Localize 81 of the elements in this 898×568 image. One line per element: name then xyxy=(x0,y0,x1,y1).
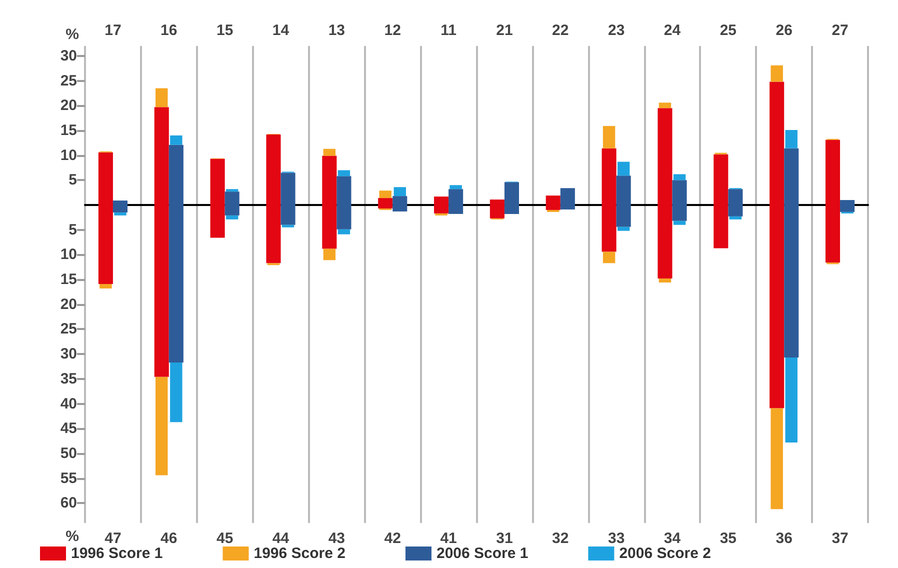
x-tick-label: 45 xyxy=(216,530,234,547)
bar xyxy=(785,358,798,443)
bar xyxy=(338,229,350,234)
y-tick-label: 15 xyxy=(60,271,77,288)
bar xyxy=(114,212,126,216)
bar xyxy=(658,278,672,283)
bar xyxy=(770,65,783,82)
x-tick-label: 35 xyxy=(720,530,737,547)
x-tick-label: 46 xyxy=(160,530,178,547)
y-tick-label: 10 xyxy=(60,246,77,264)
bar xyxy=(673,174,686,180)
y-tick-label: 30 xyxy=(60,47,77,64)
y-axis-title: % xyxy=(66,26,79,43)
bar xyxy=(673,220,686,225)
x-tick-label: 43 xyxy=(328,530,346,547)
x-tick-label: 11 xyxy=(440,22,456,39)
bar xyxy=(617,162,630,176)
bar xyxy=(170,362,182,422)
y-tick-label: 5 xyxy=(68,221,77,238)
bar xyxy=(770,408,783,510)
x-tick-label: 24 xyxy=(664,22,682,39)
x-tick-label: 17 xyxy=(104,22,122,39)
bar xyxy=(323,248,336,260)
legend-label: 1996 Score 2 xyxy=(254,545,346,562)
bar xyxy=(323,148,336,156)
bar xyxy=(100,284,112,288)
x-tick-label: 41 xyxy=(440,530,457,547)
x-tick-label: 42 xyxy=(384,530,401,547)
y-tick-label: 30 xyxy=(60,346,77,363)
y-tick-label: 15 xyxy=(60,122,77,139)
bar xyxy=(156,88,168,108)
bar xyxy=(658,102,672,108)
bar xyxy=(282,224,294,228)
y-tick-label: 60 xyxy=(60,494,77,512)
legend-label: 1996 Score 1 xyxy=(71,545,163,562)
bar xyxy=(602,126,616,148)
x-tick-label: 25 xyxy=(720,22,737,39)
y-tick-label: 40 xyxy=(60,395,77,412)
y-tick-label: 35 xyxy=(60,370,77,388)
y-tick-label: 25 xyxy=(60,320,77,338)
y-tick-label: 20 xyxy=(60,296,77,313)
x-tick-label: 31 xyxy=(496,530,513,547)
x-tick-label: 44 xyxy=(272,530,290,547)
y-tick-label: 20 xyxy=(60,97,77,114)
x-tick-label: 21 xyxy=(496,22,513,39)
x-tick-label: 16 xyxy=(160,22,178,39)
bar xyxy=(729,216,742,220)
x-tick-label: 23 xyxy=(608,22,625,39)
x-tick-label: 47 xyxy=(104,530,122,547)
x-tick-label: 14 xyxy=(272,22,290,39)
bar xyxy=(338,170,350,176)
bar xyxy=(170,135,182,145)
bar xyxy=(785,130,798,148)
bar xyxy=(617,226,630,231)
x-tick-label: 33 xyxy=(608,530,625,547)
y-tick-label: 55 xyxy=(60,470,77,487)
y-tick-label: 5 xyxy=(68,172,77,189)
bar xyxy=(379,190,392,198)
x-tick-label: 26 xyxy=(776,22,792,39)
y-axis-title: % xyxy=(66,528,79,545)
y-tick-label: 45 xyxy=(60,420,77,438)
bar xyxy=(450,185,462,190)
bar xyxy=(156,376,168,476)
x-tick-label: 22 xyxy=(552,22,569,39)
x-tick-label: 34 xyxy=(664,530,682,547)
bar xyxy=(602,252,616,264)
legend-label: 2006 Score 2 xyxy=(619,545,711,562)
bar xyxy=(226,215,238,220)
x-tick-label: 13 xyxy=(328,22,346,39)
x-tick-label: 12 xyxy=(384,22,401,39)
x-tick-label: 36 xyxy=(776,530,792,547)
y-tick-label: 25 xyxy=(60,72,77,90)
x-tick-label: 32 xyxy=(552,530,569,547)
x-tick-label: 15 xyxy=(216,22,234,39)
x-tick-label: 27 xyxy=(832,22,848,39)
x-tick-label: 37 xyxy=(832,530,848,547)
legend-label: 2006 Score 1 xyxy=(436,545,528,562)
bar xyxy=(394,187,406,196)
y-tick-label: 10 xyxy=(60,146,77,164)
y-tick-label: 50 xyxy=(60,444,77,462)
bar xyxy=(226,189,238,192)
